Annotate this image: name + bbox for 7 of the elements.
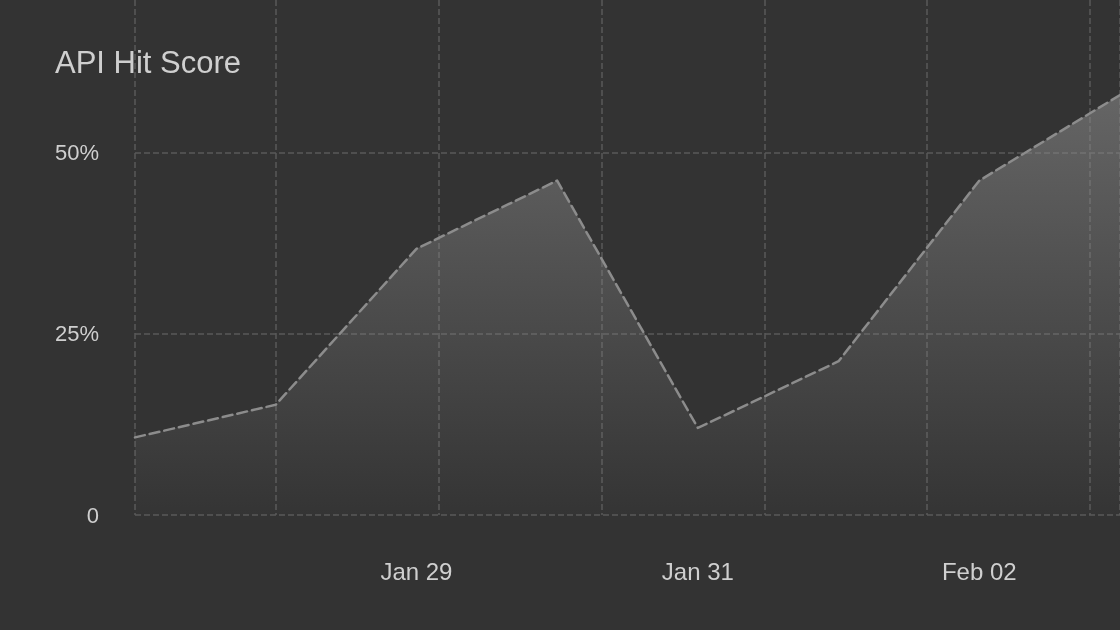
y-tick-label: 50% [54,139,99,165]
y-tick-label: 25% [54,321,99,347]
x-tick-label: Jan 31 [661,557,734,585]
y-tick-label: 0 [86,502,99,528]
text: API Hit Score [55,45,242,80]
x-tick-label: Jan 29 [380,557,453,585]
x-tick-label: Feb 02 [941,557,1017,585]
